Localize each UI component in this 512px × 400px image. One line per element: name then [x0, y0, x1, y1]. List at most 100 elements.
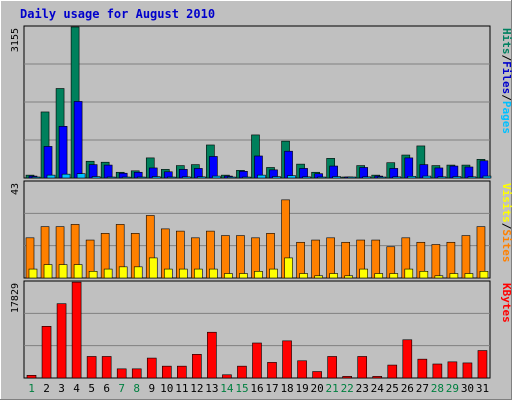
x-tick-3: 3	[58, 382, 65, 395]
bar-visits-sites-28	[434, 275, 444, 279]
bar-hits-pages-30	[467, 176, 477, 179]
bar-hits-pages-16	[257, 174, 266, 179]
chart-title: Daily usage for August 2010	[20, 7, 215, 21]
x-tick-14: 14	[220, 382, 234, 395]
legend-kbytes: KBytes	[500, 283, 512, 323]
x-tick-23: 23	[356, 382, 369, 395]
bar-visits-sites-24	[374, 273, 384, 279]
bar-visits-visits-24	[371, 239, 381, 279]
bar-hits-files-6	[103, 164, 113, 179]
x-tick-19: 19	[295, 382, 308, 395]
ymax-label-kbytes: 17829	[10, 283, 21, 313]
bar-kbytes-kbytes-4	[71, 281, 82, 379]
legend-part-hits-2: Files	[500, 61, 512, 94]
x-tick-6: 6	[103, 382, 110, 395]
bar-visits-sites-10	[163, 268, 173, 279]
bar-hits-pages-2	[46, 174, 56, 179]
bar-visits-sites-14	[224, 273, 233, 279]
x-tick-29: 29	[446, 382, 459, 395]
bar-kbytes-kbytes-14	[222, 374, 232, 379]
bar-hits-pages-8	[136, 176, 146, 179]
bar-hits-pages-27	[422, 175, 432, 179]
bar-kbytes-kbytes-30	[462, 362, 473, 379]
bars-visits	[25, 199, 489, 279]
x-tick-4: 4	[73, 382, 80, 395]
bar-visits-sites-31	[479, 271, 489, 279]
bar-hits-files-29	[449, 165, 459, 179]
bar-hits-files-3	[58, 126, 68, 179]
x-tick-16: 16	[250, 382, 263, 395]
bar-kbytes-kbytes-2	[41, 326, 52, 379]
bar-hits-files-5	[88, 164, 98, 179]
bar-visits-visits-22	[341, 241, 350, 279]
bar-kbytes-kbytes-20	[312, 371, 322, 379]
bar-visits-sites-17	[269, 268, 278, 279]
bar-hits-files-23	[359, 167, 369, 179]
bar-kbytes-kbytes-8	[131, 368, 142, 379]
bar-kbytes-kbytes-19	[297, 360, 307, 379]
bar-visits-sites-13	[209, 268, 218, 279]
bar-visits-sites-16	[254, 271, 263, 279]
bar-kbytes-kbytes-25	[387, 364, 398, 379]
bar-visits-sites-3	[58, 264, 68, 279]
legend-part-hits-3: /	[500, 94, 512, 101]
ymax-label-hits: 3155	[10, 28, 21, 52]
bar-hits-pages-10	[166, 176, 176, 179]
bar-kbytes-kbytes-9	[146, 357, 157, 379]
bar-kbytes-kbytes-18	[282, 340, 292, 379]
bar-hits-files-13	[209, 156, 218, 179]
bar-kbytes-kbytes-10	[161, 365, 172, 379]
bar-visits-visits-21	[326, 237, 335, 279]
bar-visits-sites-18	[284, 257, 293, 279]
legend-part-kbytes-0: KBytes	[500, 283, 512, 323]
bar-visits-sites-5	[88, 271, 98, 279]
x-tick-21: 21	[326, 382, 339, 395]
bar-kbytes-kbytes-29	[447, 361, 458, 379]
bar-visits-sites-8	[133, 266, 143, 279]
bars-kbytes	[26, 281, 488, 379]
panel-visits: 43 Visits/Sites	[10, 180, 512, 279]
x-tick-28: 28	[431, 382, 444, 395]
x-tick-25: 25	[386, 382, 399, 395]
bars-hits	[25, 26, 492, 179]
bar-hits-pages-3	[61, 173, 71, 179]
bar-hits-pages-26	[407, 176, 417, 179]
bar-kbytes-kbytes-31	[477, 350, 488, 379]
bar-visits-sites-27	[419, 271, 429, 279]
bar-visits-sites-2	[43, 264, 53, 279]
x-tick-13: 13	[205, 382, 218, 395]
legend-visits: Visits/Sites	[500, 183, 512, 263]
bar-hits-pages-17	[272, 176, 281, 179]
bar-hits-files-26	[404, 157, 414, 179]
bar-visits-sites-26	[404, 268, 414, 279]
legend-part-visits-0: Visits	[500, 183, 512, 223]
legend-hits: Hits/Files/Pages	[500, 28, 512, 134]
bar-kbytes-kbytes-13	[207, 331, 217, 379]
x-tick-10: 10	[160, 382, 173, 395]
bar-hits-files-2	[43, 146, 53, 179]
bar-hits-files-30	[464, 166, 474, 179]
x-tick-9: 9	[148, 382, 155, 395]
x-tick-20: 20	[311, 382, 324, 395]
bar-hits-pages-24	[377, 176, 387, 179]
bar-hits-pages-31	[482, 175, 492, 179]
legend-part-visits-2: Sites	[500, 229, 512, 262]
bar-visits-sites-11	[179, 268, 188, 279]
legend-part-hits-1: /	[500, 55, 512, 62]
bar-kbytes-kbytes-17	[267, 362, 277, 379]
bar-hits-pages-15	[242, 176, 251, 179]
bar-hits-pages-4	[76, 173, 86, 179]
bar-visits-sites-21	[329, 273, 338, 279]
bar-visits-sites-6	[103, 268, 113, 279]
x-tick-18: 18	[280, 382, 293, 395]
x-tick-15: 15	[235, 382, 248, 395]
bar-kbytes-kbytes-11	[177, 365, 187, 379]
bar-visits-visits-28	[431, 244, 441, 279]
x-axis: 1 2 3 4 5 6 7 8 9 10 11 12 13 14 15 16 17 18 19 20 21 22 23 24 2…	[28, 382, 489, 395]
bar-kbytes-kbytes-6	[101, 356, 112, 379]
legend-part-hits-4: Pages	[500, 101, 512, 134]
ymax-label-visits: 43	[10, 183, 21, 195]
x-tick-1: 1	[28, 382, 35, 395]
bar-visits-visits-30	[461, 235, 471, 279]
bar-visits-visits-20	[311, 239, 320, 279]
